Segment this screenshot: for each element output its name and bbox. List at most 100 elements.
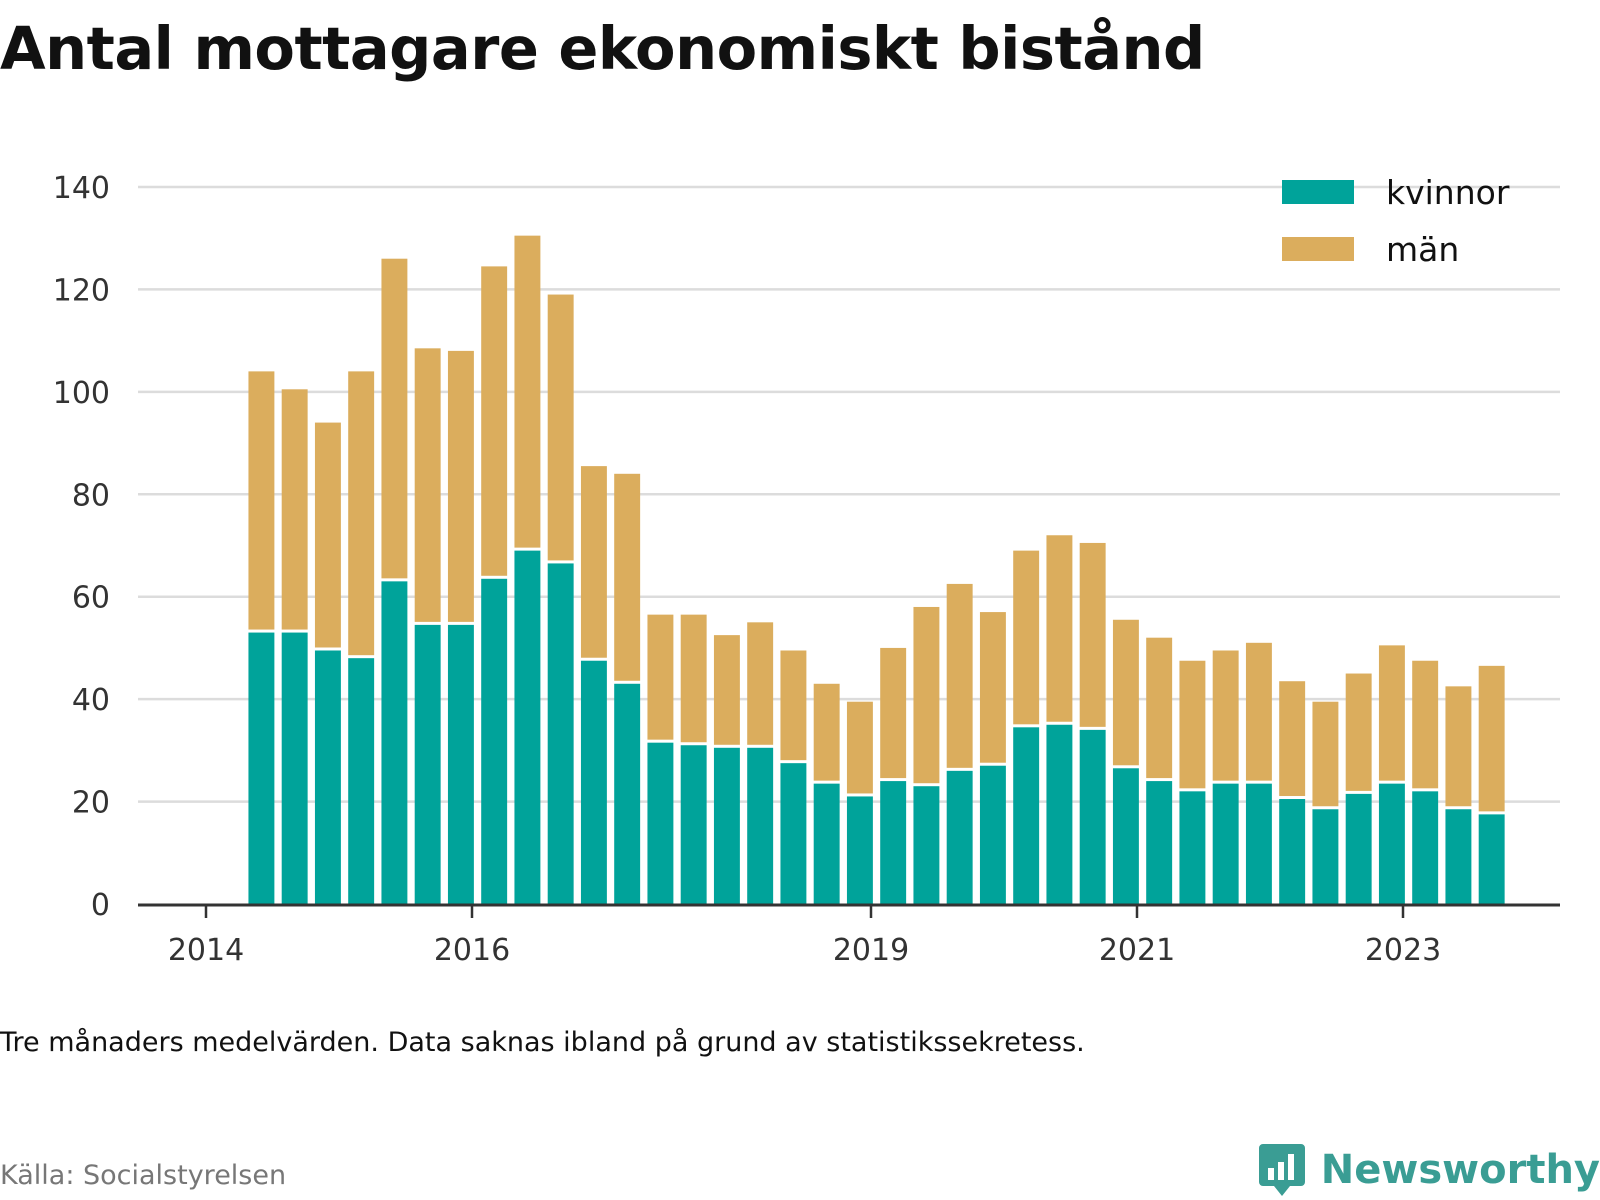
y-tick-label: 60 [72, 581, 110, 616]
y-tick-label: 120 [53, 273, 110, 308]
bar-man [1079, 542, 1106, 727]
brand-name: Newsworthy [1320, 1147, 1600, 1193]
source-label: Källa: Socialstyrelsen [0, 1160, 287, 1191]
bar-kvinnor [979, 765, 1006, 904]
bar-man [846, 701, 873, 794]
bar-kvinnor [248, 632, 275, 904]
bar-man [713, 635, 740, 745]
bar-man [1279, 681, 1306, 797]
bar-kvinnor [1013, 727, 1040, 904]
x-tick-label: 2016 [434, 933, 510, 968]
bar-man [248, 371, 275, 630]
x-axis: 2014 2016 2019 2021 2023 [138, 903, 1560, 968]
legend-swatch-man [1282, 237, 1354, 261]
bar-man [1445, 686, 1472, 807]
y-tick-label: 140 [53, 171, 110, 206]
bar-man [614, 473, 641, 681]
bar-kvinnor [614, 683, 641, 904]
x-tick-label: 2023 [1365, 933, 1441, 968]
bar-man [979, 612, 1006, 763]
bar-man [1179, 660, 1206, 789]
bar-kvinnor [1046, 724, 1073, 904]
bar-man [1112, 619, 1139, 766]
bar-man [747, 622, 774, 745]
bar-kvinnor [1146, 781, 1173, 904]
bar-kvinnor [813, 783, 840, 904]
bar-kvinnor [680, 745, 707, 904]
bar-kvinnor [1112, 768, 1139, 904]
bar-kvinnor [913, 786, 940, 904]
bar-kvinnor [281, 632, 308, 904]
newsworthy-logo-icon [1258, 1144, 1305, 1196]
y-axis-ticks: 0 20 40 60 80 100 120 140 [53, 171, 110, 923]
bar-kvinnor [747, 747, 774, 904]
x-tick-label: 2014 [168, 933, 244, 968]
bar-man [880, 647, 907, 779]
bar-kvinnor [1079, 729, 1106, 904]
bar-man [348, 371, 375, 656]
y-tick-label: 80 [72, 478, 110, 513]
y-tick-label: 20 [72, 786, 110, 821]
bar-man [1378, 645, 1405, 781]
bar-kvinnor [447, 624, 474, 904]
y-tick-label: 40 [72, 683, 110, 718]
bar-man [946, 583, 973, 768]
bar-kvinnor [1279, 799, 1306, 904]
x-tick-label: 2019 [833, 933, 909, 968]
bar-kvinnor [946, 770, 973, 904]
chart-note: Tre månaders medelvärden. Data saknas ib… [0, 1027, 1085, 1058]
bar-man [281, 389, 308, 630]
bar-man [414, 348, 441, 622]
bar-man [1345, 673, 1372, 791]
bar-kvinnor [1378, 783, 1405, 904]
bar-kvinnor [647, 742, 674, 904]
legend: kvinnor män [1282, 173, 1510, 269]
bar-man [381, 258, 408, 579]
bar-man [780, 650, 807, 761]
x-tick-label: 2021 [1099, 933, 1175, 968]
bar-kvinnor [580, 660, 607, 904]
y-tick-label: 0 [91, 888, 110, 923]
bar-kvinnor [1212, 783, 1239, 904]
bar-kvinnor [481, 578, 508, 904]
bar-man [1013, 550, 1040, 725]
bar-kvinnor [1245, 783, 1272, 904]
bar-man [680, 614, 707, 743]
legend-label-kvinnor: kvinnor [1386, 173, 1510, 212]
bar-kvinnor [381, 581, 408, 904]
bar-kvinnor [780, 763, 807, 904]
bar-kvinnor [348, 658, 375, 904]
chart-title: Antal mottagare ekonomiskt bistånd [0, 14, 1205, 83]
bar-man [1212, 650, 1239, 781]
bar-man [813, 683, 840, 781]
bar-man [647, 614, 674, 740]
bar-kvinnor [880, 781, 907, 904]
bar-man [580, 466, 607, 658]
bar-kvinnor [414, 624, 441, 904]
bar-man [514, 235, 541, 548]
bar-kvinnor [314, 650, 341, 904]
bar-kvinnor [846, 796, 873, 904]
legend-swatch-kvinnor [1282, 180, 1354, 204]
legend-label-man: män [1386, 230, 1459, 269]
bar-kvinnor [1312, 809, 1339, 904]
bar-man [314, 422, 341, 648]
brand-logo: Newsworthy [1257, 1140, 1600, 1200]
y-tick-label: 100 [53, 376, 110, 411]
bar-kvinnor [713, 747, 740, 904]
bar-kvinnor [1345, 793, 1372, 904]
bar-kvinnor [547, 563, 574, 904]
bar-man [481, 266, 508, 576]
bar-man [1412, 660, 1439, 789]
bar-kvinnor [1412, 791, 1439, 904]
bar-kvinnor [1445, 809, 1472, 904]
bar-kvinnor [514, 550, 541, 904]
bar-man [547, 294, 574, 561]
bar-kvinnor [1179, 791, 1206, 904]
bar-man [1245, 642, 1272, 781]
bar-man [1146, 637, 1173, 779]
bar-man [1312, 701, 1339, 807]
bar-kvinnor [1478, 814, 1505, 904]
bar-man [1046, 535, 1073, 722]
